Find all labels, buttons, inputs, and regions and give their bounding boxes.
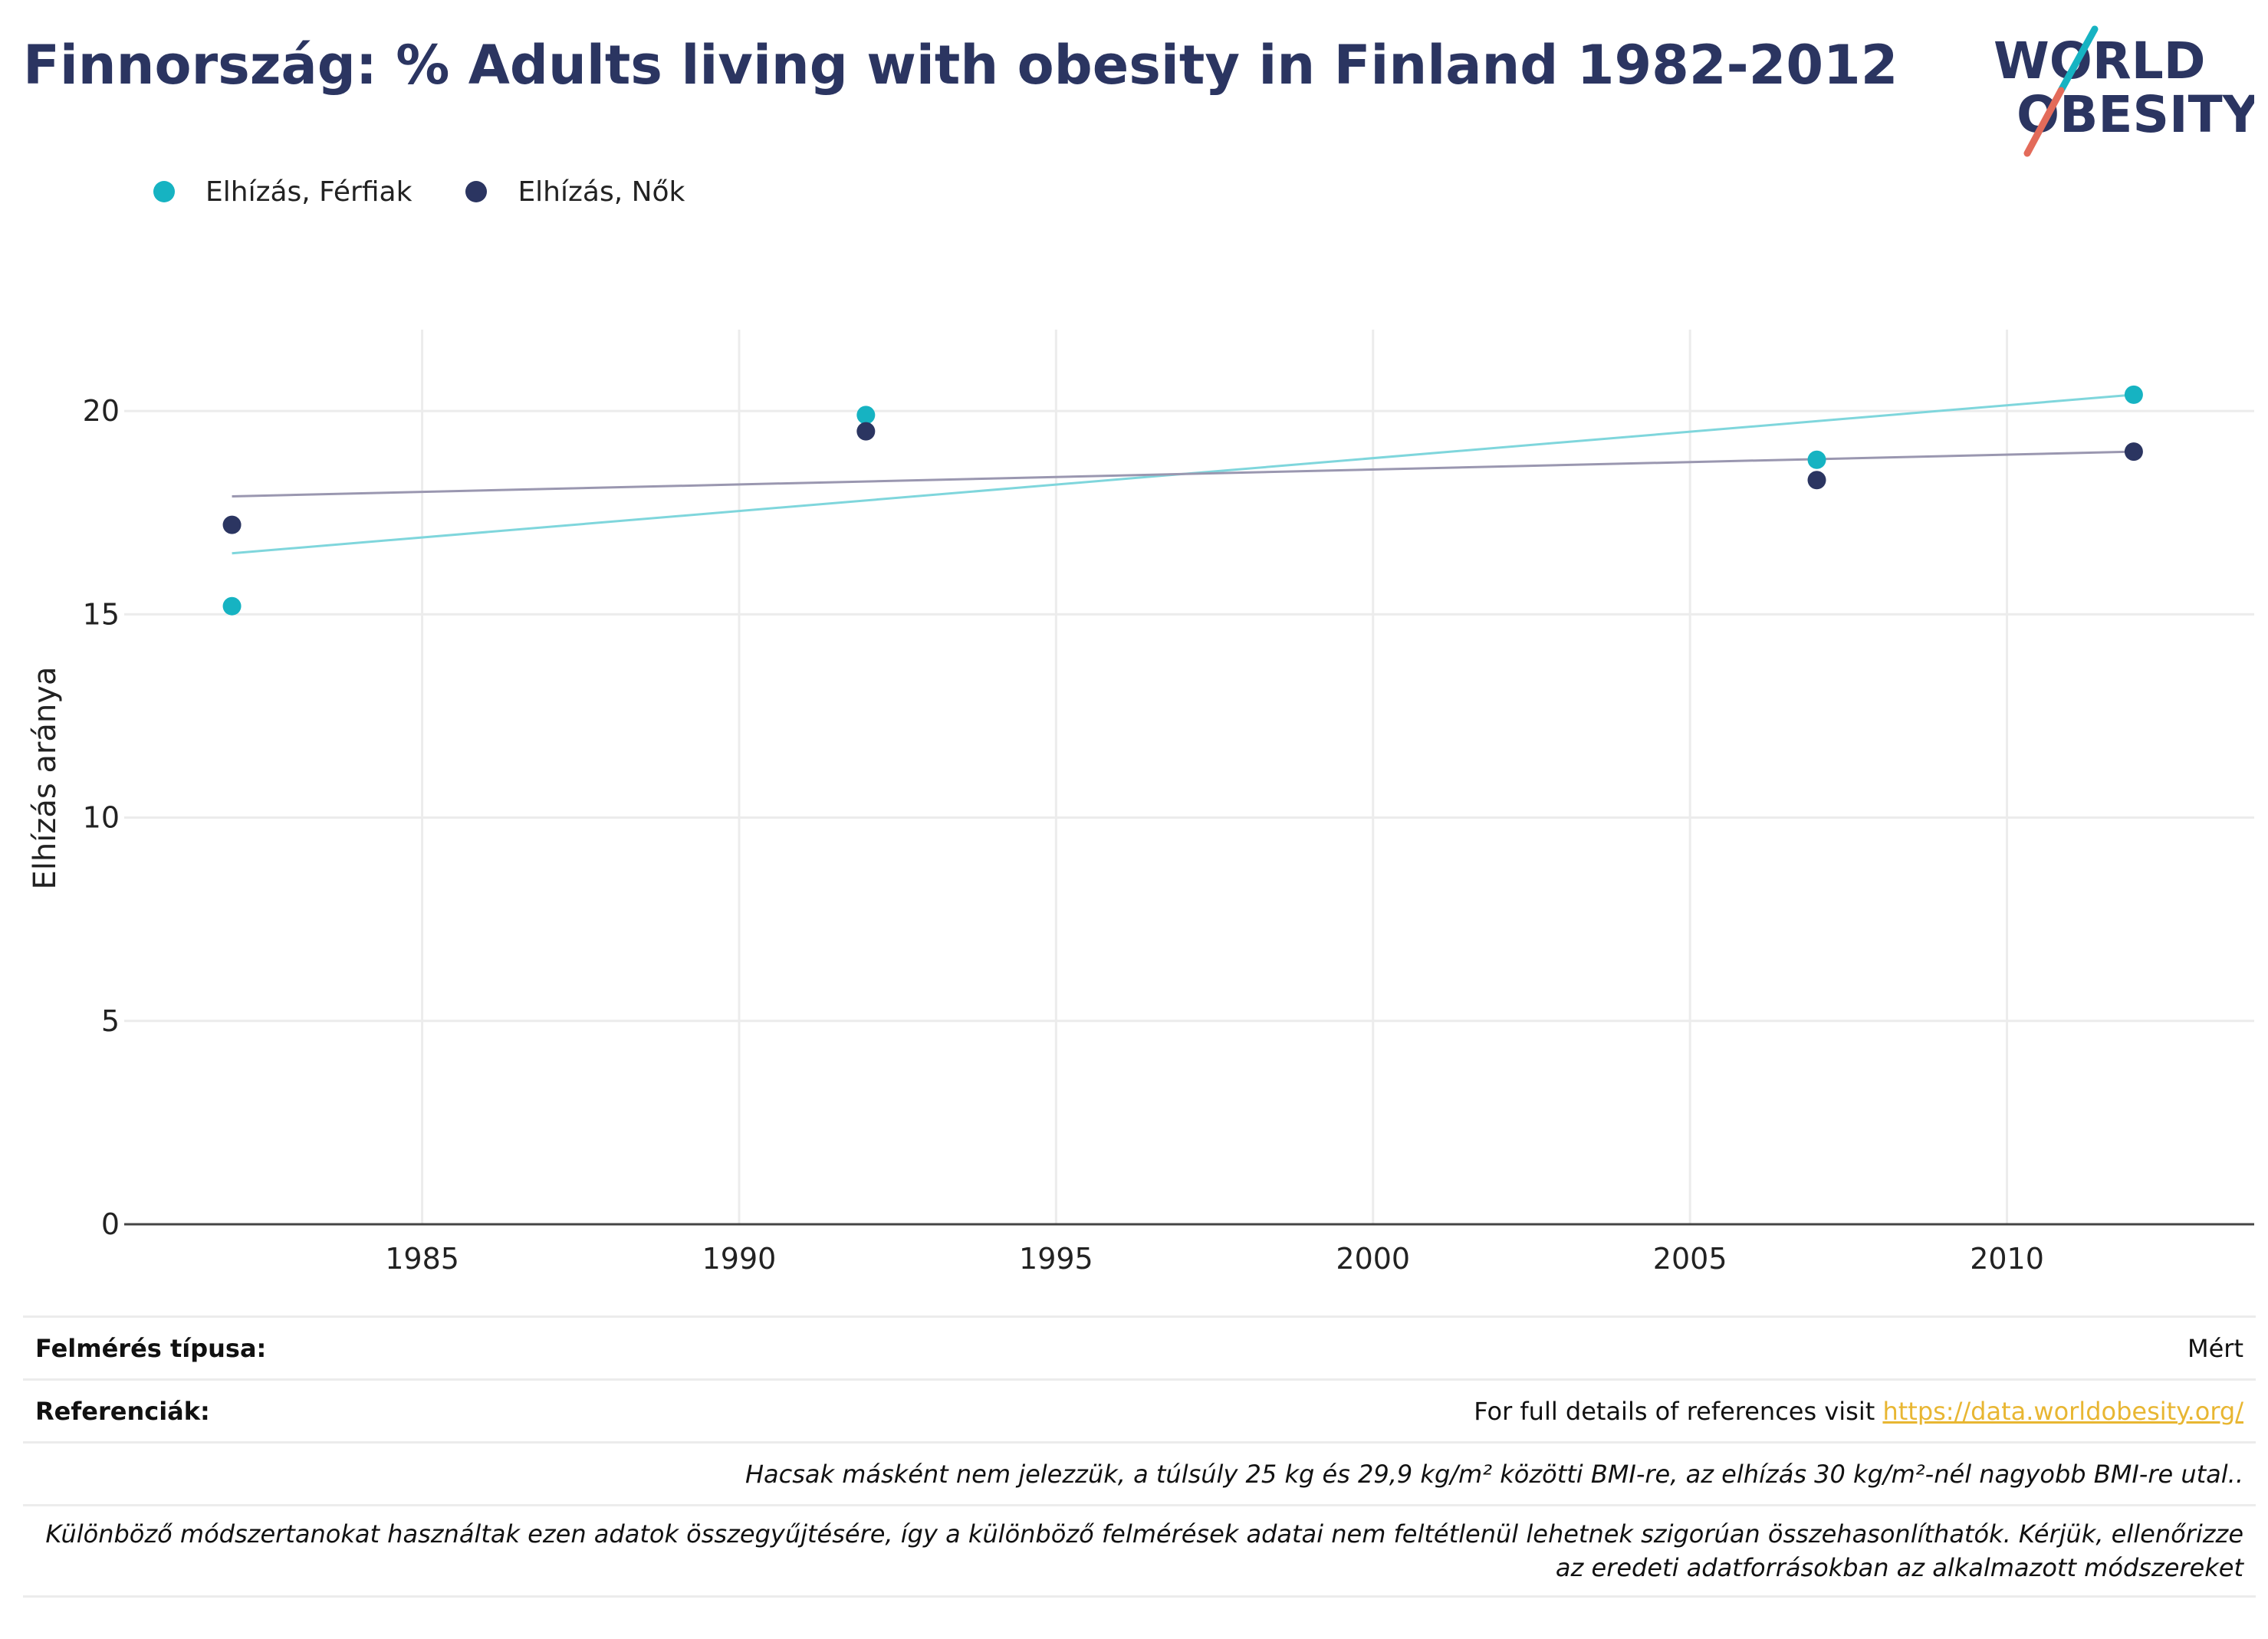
y-tick-label-10: 10 [83,801,120,835]
methodology-note-row: Különböző módszertanokat használtak ezen… [23,1504,2256,1598]
survey-type-row: Felmérés típusa: Mért [23,1315,2256,1378]
footer-table: Felmérés típusa: Mért Referenciák: For f… [23,1315,2256,1598]
x-tick-label-2000: 2000 [1336,1242,1410,1276]
logo-line1: WORLD [1994,31,2206,90]
point-women-2007 [1807,471,1826,490]
point-women-1992 [856,422,876,441]
references-value: For full details of references visit htt… [1474,1397,2243,1426]
data-points [222,385,2143,616]
x-tick-label-1995: 1995 [1019,1242,1093,1276]
x-tick-label-2005: 2005 [1653,1242,1727,1276]
point-men-2012 [2124,385,2143,404]
y-tick-label-0: 0 [101,1207,120,1241]
x-tick-label-1990: 1990 [702,1242,777,1276]
point-men-1982 [222,596,242,616]
survey-type-value: Mért [2187,1333,2243,1363]
x-tick-label-2010: 2010 [1970,1242,2044,1276]
point-men-1992 [856,406,876,425]
y-tick-label-20: 20 [83,394,120,428]
point-women-1982 [222,515,242,534]
y-tick-label-5: 5 [101,1004,120,1038]
y-axis-label: Elhízás aránya [28,667,63,890]
grid-lines [124,330,2254,1226]
references-link[interactable]: https://data.worldobesity.org/ [1882,1396,2243,1426]
legend: Elhízás, Férfiak Elhízás, Nők [153,172,738,211]
chart-title: Finnország: % Adults living with obesity… [23,34,1898,97]
bmi-note: Hacsak másként nem jelezzük, a túlsúly 2… [744,1459,2243,1489]
methodology-note: Különböző módszertanokat használtak ezen… [45,1519,2243,1582]
x-tick-label-1985: 1985 [385,1242,459,1276]
scatter-chart: 1985 1990 1995 2000 2005 2010 0 5 10 15 20 Elhízás… [28,330,2254,1276]
legend-label-men: Elhízás, Férfiak [205,176,413,208]
references-label: Referenciák: [35,1396,210,1426]
legend-item-men[interactable]: Elhízás, Férfiak [153,176,412,208]
trend-line-women [232,450,2134,498]
legend-item-women[interactable]: Elhízás, Nők [465,176,685,208]
trend-lines [232,393,2135,555]
bmi-note-row: Hacsak másként nem jelezzük, a túlsúly 2… [23,1441,2256,1504]
y-tick-label-15: 15 [83,597,120,631]
survey-type-label: Felmérés típusa: [35,1333,267,1363]
point-men-2007 [1807,450,1826,469]
legend-marker-men [153,181,175,202]
point-women-2012 [2124,442,2143,461]
world-obesity-logo: WORLD OBESITY [1994,25,2254,157]
references-row: Referenciák: For full details of referen… [23,1378,2256,1441]
axis-ticks: 1985 1990 1995 2000 2005 2010 0 5 10 15 20 [83,394,2044,1276]
legend-label-women: Elhízás, Nők [518,176,685,208]
legend-marker-women [465,181,488,202]
references-text: For full details of references visit [1474,1396,1883,1426]
